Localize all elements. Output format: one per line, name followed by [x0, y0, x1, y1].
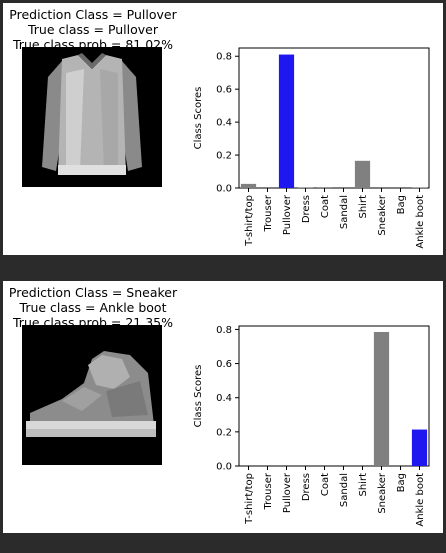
y-tick-label: 0.4: [216, 118, 232, 129]
class-scores-chart-2: 0.0 0.2 0.4 0.6 0.8 Class Scores T-shirt/top Tr…: [193, 325, 430, 527]
bar-sneaker: [373, 331, 390, 466]
true-class-label: True class = Pullover: [27, 22, 159, 37]
x-tick-label: Coat: [320, 473, 331, 496]
prediction-panel-1: Prediction Class = Pullover True class =…: [3, 3, 443, 255]
x-tick-label: Pullover: [282, 472, 293, 513]
class-scores-chart-1: 0.0 0.2 0.4 0.6 0.8 Class Scores T-shirt/top Tr…: [193, 47, 430, 249]
pullover-thumbnail: [22, 47, 162, 187]
x-tick-label: Bag: [396, 473, 407, 492]
x-tick-label: Shirt: [358, 473, 369, 497]
y-tick-label: 0.8: [216, 52, 232, 63]
sneaker-thumbnail: [22, 325, 162, 465]
y-tick-label: 0.6: [216, 359, 232, 370]
prediction-class-title: Prediction Class = Sneaker: [8, 285, 178, 300]
y-axis-label: Class Scores: [193, 87, 204, 150]
x-tick-label: Ankle boot: [415, 195, 426, 249]
x-tick-label: Coat: [320, 195, 331, 218]
y-tick-label: 0.4: [216, 393, 232, 404]
y-tick-label: 0.2: [216, 151, 232, 162]
y-tick-label: 0.0: [216, 462, 232, 473]
x-tick-label: Sneaker: [377, 472, 388, 514]
x-tick-label: Sneaker: [377, 194, 388, 236]
bar-t-shirt-top: [240, 183, 257, 188]
x-tick-label: Shirt: [358, 195, 369, 219]
x-tick-label: Trouser: [263, 472, 274, 510]
x-tick-label: Dress: [301, 473, 312, 501]
x-tick-label: T-shirt/top: [244, 473, 255, 525]
x-tick-label: Ankle boot: [415, 473, 426, 527]
y-tick-label: 0.8: [216, 325, 232, 336]
y-axis-label: Class Scores: [193, 365, 204, 428]
true-class-label: True class = Ankle boot: [19, 300, 167, 315]
bar-coat: [316, 187, 333, 188]
bar-shirt: [354, 160, 371, 188]
x-tick-label: Pullover: [282, 194, 293, 235]
bar-pullover: [278, 54, 295, 188]
x-tick-label: Sandal: [339, 195, 350, 229]
y-tick-label: 0.2: [216, 427, 232, 438]
y-tick-label: 0.0: [216, 184, 232, 195]
bar-ankle-boot: [411, 429, 428, 466]
prediction-class-title: Prediction Class = Pullover: [9, 7, 177, 22]
x-tick-label: T-shirt/top: [244, 195, 255, 247]
x-tick-label: Trouser: [263, 194, 274, 232]
plot-frame: [238, 47, 430, 189]
plot-frame: [238, 325, 430, 467]
x-tick-label: Bag: [396, 195, 407, 214]
prediction-panel-2: Prediction Class = Sneaker True class = …: [3, 281, 443, 533]
x-tick-label: Sandal: [339, 473, 350, 507]
y-tick-label: 0.6: [216, 85, 232, 96]
x-tick-label: Dress: [301, 195, 312, 223]
